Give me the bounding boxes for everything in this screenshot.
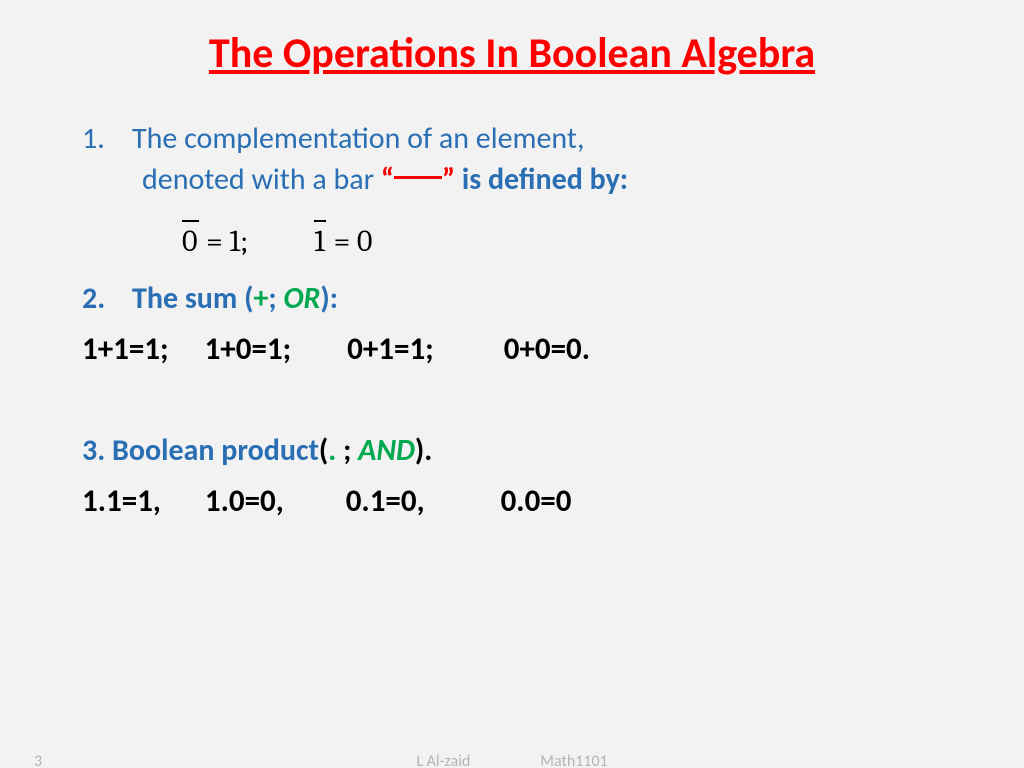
overbar-icon bbox=[394, 176, 442, 179]
and-c: 0.1=0, bbox=[346, 482, 425, 520]
paren-close-2: ): bbox=[320, 280, 338, 317]
item-2-label: The sum bbox=[132, 280, 237, 317]
item-1-text-b: denoted with a bar bbox=[142, 161, 381, 198]
and-b: 1.0=0, bbox=[205, 482, 284, 520]
item-3-label: Boolean product bbox=[112, 432, 319, 469]
or-label: OR bbox=[283, 280, 320, 317]
eq-1: = 1 bbox=[200, 224, 241, 259]
item-3: 3. Boolean product(. ; AND). bbox=[82, 431, 964, 472]
list-number-1: 1. bbox=[82, 119, 132, 160]
and-d: 0.0=0 bbox=[501, 482, 572, 520]
slide-title: The Operations In Boolean Algebra bbox=[60, 28, 964, 79]
and-a: 1.1=1, bbox=[82, 482, 161, 520]
quote-close: ” bbox=[442, 161, 455, 198]
item-1-text-a: The complementation of an element, bbox=[132, 120, 584, 157]
plus-symbol: + bbox=[253, 280, 268, 317]
complement-equations: 0 = 1; 1 = 0 bbox=[180, 222, 964, 263]
list-number-2: 2. bbox=[82, 279, 132, 320]
paren-open: ( bbox=[237, 280, 253, 317]
item-1-line-2: denoted with a bar “ ” is defined by: bbox=[142, 160, 964, 201]
paren-open-3: ( bbox=[319, 432, 328, 469]
one-bar: 1 bbox=[314, 222, 325, 263]
or-b: 1+0=1; bbox=[205, 330, 292, 368]
or-truth-row: 1+1=1; 1+0=1; 0+1=1; 0+0=0. bbox=[82, 329, 964, 371]
sep-3: ; bbox=[343, 432, 358, 469]
footer-author: L Al-zaid bbox=[416, 752, 470, 768]
semi: ; bbox=[240, 224, 248, 259]
footer-course: Math1101 bbox=[540, 752, 607, 768]
list-number-3: 3. bbox=[82, 432, 112, 469]
item-2: 2.The sum (+; OR): bbox=[82, 279, 964, 320]
slide: The Operations In Boolean Algebra 1.The … bbox=[0, 0, 1024, 768]
or-c: 0+1=1; bbox=[347, 330, 434, 368]
slide-body: 1.The complementation of an element, den… bbox=[60, 119, 964, 523]
and-label: AND bbox=[358, 432, 415, 469]
dot-symbol: . bbox=[328, 432, 343, 469]
quote-open: “ bbox=[381, 161, 394, 198]
sep-2: ; bbox=[268, 280, 283, 317]
eq-0: = 0 bbox=[327, 224, 372, 259]
or-a: 1+1=1; bbox=[82, 330, 169, 368]
zero-bar: 0 bbox=[182, 222, 198, 263]
footer-center: L Al-zaid Math1101 bbox=[0, 752, 1024, 768]
item-1-line-1: 1.The complementation of an element, bbox=[82, 119, 964, 160]
item-1-text-c: is defined by: bbox=[455, 161, 628, 198]
and-truth-row: 1.1=1, 1.0=0, 0.1=0, 0.0=0 bbox=[82, 481, 964, 523]
or-d: 0+0=0. bbox=[504, 330, 590, 368]
paren-close-3: ). bbox=[415, 432, 432, 469]
